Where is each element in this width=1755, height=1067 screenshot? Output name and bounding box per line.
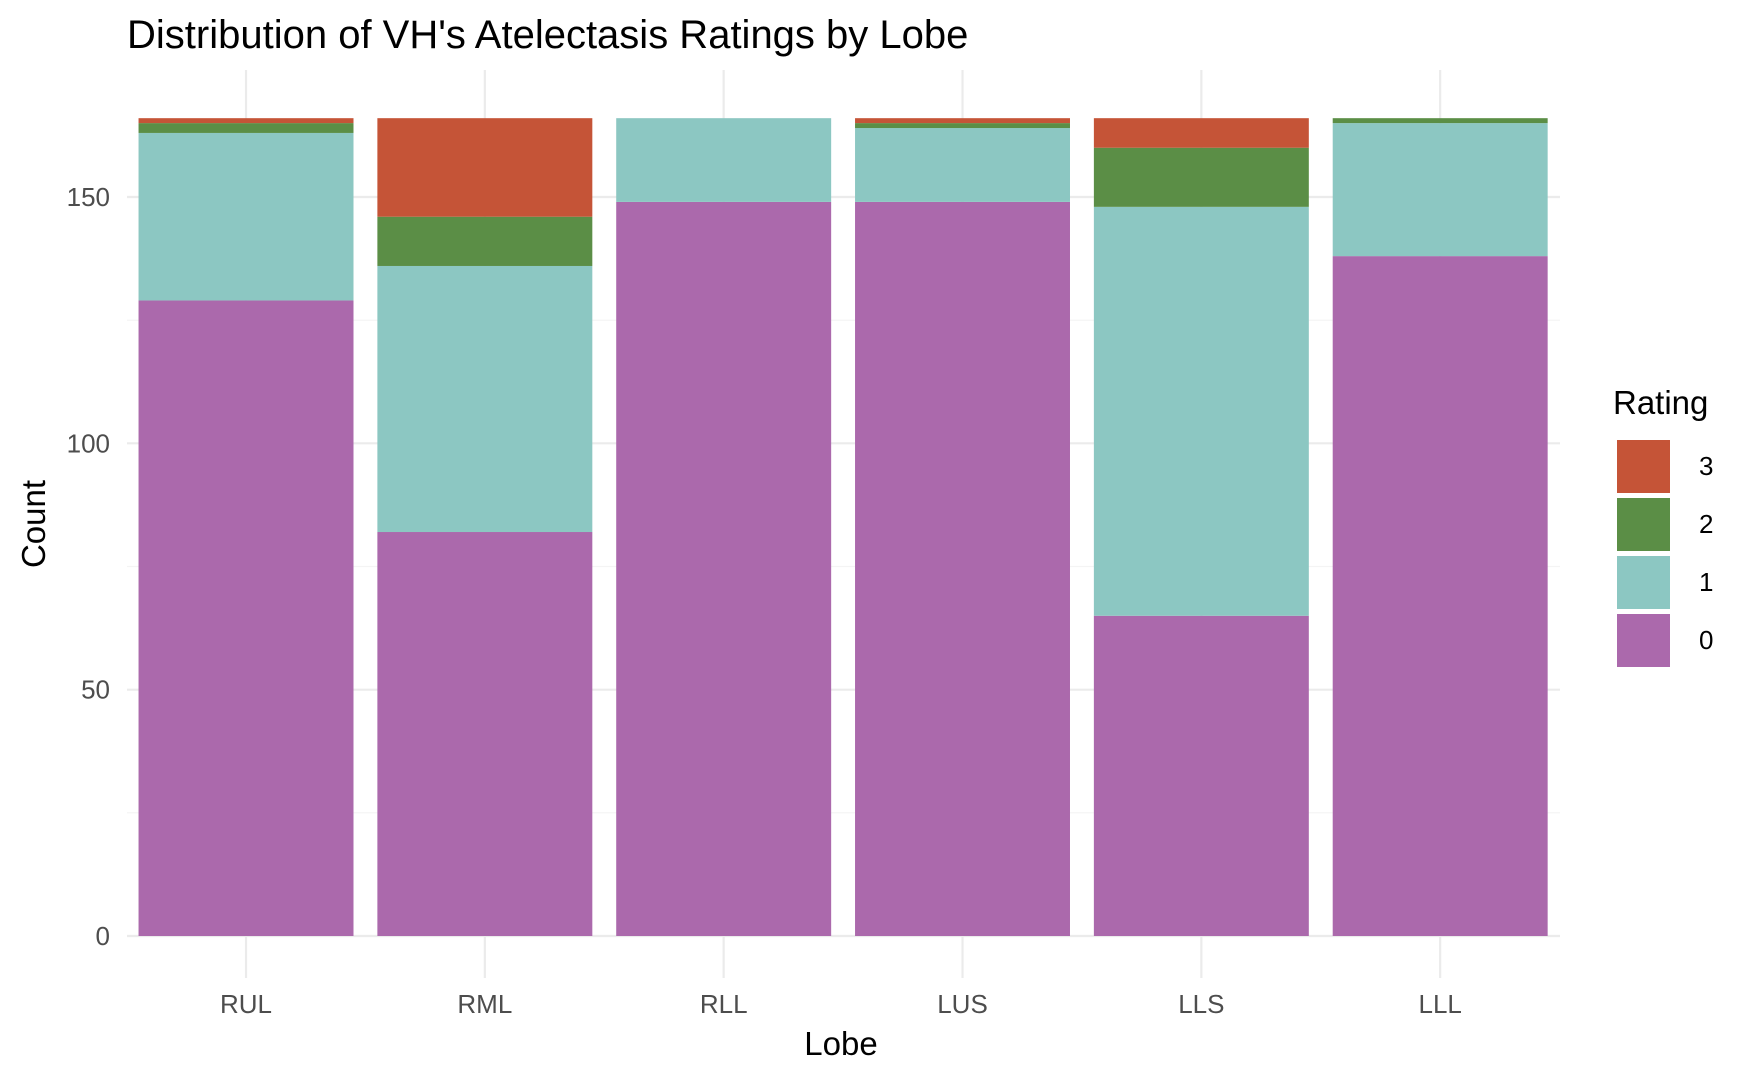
bar-LLS-rating-1 (1093, 206, 1309, 616)
x-tick-label: LUS (937, 989, 988, 1019)
x-tick-label: RLL (700, 989, 748, 1019)
y-tick-label: 50 (81, 675, 110, 705)
y-axis-ticks: 0 50 100 150 (67, 182, 110, 951)
legend-label-3: 3 (1699, 451, 1713, 481)
bar-RML-rating-3 (377, 118, 593, 217)
bar-LUS-rating-0 (855, 201, 1070, 937)
bar-LLL-rating-1 (1332, 123, 1548, 257)
y-tick-label: 100 (67, 428, 110, 458)
legend-key-1 (1617, 556, 1670, 609)
legend-key-0 (1617, 614, 1670, 667)
bar-LUS-rating-2 (855, 123, 1070, 129)
legend: Rating 3 2 1 0 (1613, 384, 1713, 667)
y-tick-label: 150 (67, 182, 110, 212)
y-axis-title: Count (15, 480, 52, 568)
bars (138, 118, 1548, 937)
bar-LLL-rating-2 (1332, 118, 1548, 124)
bar-LUS-rating-1 (855, 128, 1070, 202)
x-axis-ticks: RUL RML RLL LUS LLS LLL (220, 989, 1462, 1019)
bar-RLL-rating-0 (616, 201, 832, 937)
bar-RLL-rating-1 (616, 118, 832, 202)
bar-LLS-rating-2 (1093, 147, 1309, 207)
legend-label-0: 0 (1699, 625, 1713, 655)
bar-RML-rating-2 (377, 216, 593, 266)
bar-RUL-rating-1 (138, 132, 354, 301)
legend-key-2 (1617, 498, 1670, 551)
legend-label-2: 2 (1699, 509, 1713, 539)
bar-LLS-rating-3 (1093, 118, 1309, 148)
bar-RUL-rating-2 (138, 123, 354, 133)
x-axis-title: Lobe (804, 1025, 877, 1062)
x-tick-label: RUL (220, 989, 272, 1019)
bar-RUL-rating-0 (138, 300, 354, 937)
x-tick-label: LLS (1178, 989, 1224, 1019)
bar-RML-rating-0 (377, 532, 593, 936)
x-tick-label: RML (457, 989, 512, 1019)
legend-key-3 (1617, 440, 1670, 493)
bar-RUL-rating-3 (138, 118, 354, 124)
bar-RML-rating-1 (377, 265, 593, 533)
bar-LLS-rating-0 (1093, 615, 1309, 936)
legend-title: Rating (1613, 384, 1708, 421)
legend-label-1: 1 (1699, 567, 1713, 597)
y-tick-label: 0 (96, 921, 110, 951)
bar-LLL-rating-0 (1332, 256, 1548, 936)
bar-LUS-rating-3 (855, 118, 1070, 124)
chart-title: Distribution of VH's Atelectasis Ratings… (127, 13, 968, 57)
x-tick-label: LLL (1418, 989, 1461, 1019)
